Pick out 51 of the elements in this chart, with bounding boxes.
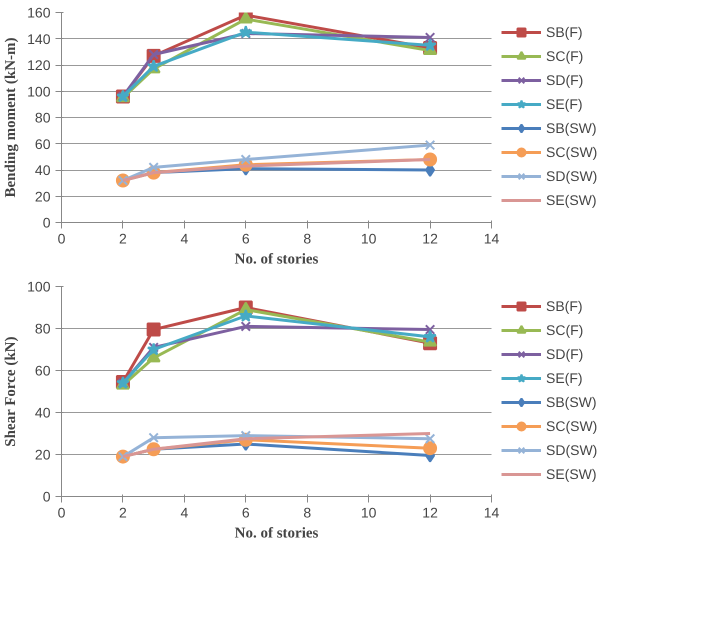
legend-label: SB(F) <box>546 298 584 314</box>
y-tick-label: 140 <box>27 30 51 47</box>
x-tick-label: 6 <box>242 504 250 520</box>
legend-label: SC(SW) <box>546 144 598 160</box>
legend-label: SD(F) <box>546 346 584 362</box>
legend-label: SE(F) <box>546 96 584 112</box>
legend-label: SC(F) <box>546 322 584 338</box>
x-tick-label: 14 <box>484 230 500 246</box>
legend-label: SC(F) <box>546 48 584 64</box>
x-tick-label: 12 <box>422 230 438 246</box>
legend-label: SE(SW) <box>546 466 598 482</box>
x-tick-label: 2 <box>119 230 128 246</box>
y-tick-label: 100 <box>27 278 51 294</box>
legend-label: SD(SW) <box>546 442 598 458</box>
y-tick-label: 160 <box>27 4 51 20</box>
x-tick-label: 8 <box>303 504 312 520</box>
x-tick-label: 12 <box>422 504 438 520</box>
x-axis-title: No. of stories <box>234 252 319 268</box>
legend-label: SB(SW) <box>546 394 598 410</box>
y-tick-label: 100 <box>27 83 51 100</box>
y-tick-label: 0 <box>42 488 51 504</box>
legend-label: SE(SW) <box>546 192 598 208</box>
legend-label: SD(SW) <box>546 168 598 184</box>
legend-label: SB(F) <box>546 24 584 40</box>
x-axis-title: No. of stories <box>234 526 319 542</box>
y-axis-title: Bending moment (kN-m) <box>3 37 20 198</box>
x-tick-label: 10 <box>360 504 377 520</box>
x-tick-label: 10 <box>360 230 377 246</box>
y-tick-label: 80 <box>34 320 51 336</box>
legend-label: SB(SW) <box>546 120 598 136</box>
legend-label: SE(F) <box>546 370 584 386</box>
y-tick-label: 20 <box>34 188 51 204</box>
y-tick-label: 20 <box>34 446 51 462</box>
x-tick-label: 2 <box>119 504 128 520</box>
x-tick-label: 0 <box>58 230 66 246</box>
x-tick-label: 8 <box>303 230 312 246</box>
y-tick-label: 40 <box>34 404 51 420</box>
y-tick-label: 80 <box>34 110 51 126</box>
y-tick-label: 40 <box>34 162 51 178</box>
x-tick-label: 14 <box>484 504 500 520</box>
x-tick-label: 4 <box>180 504 188 520</box>
y-tick-label: 60 <box>34 362 51 378</box>
y-tick-label: 0 <box>42 214 51 230</box>
x-tick-label: 0 <box>58 504 66 520</box>
y-axis-title: Shear Force (kN) <box>3 336 20 447</box>
y-tick-label: 60 <box>34 136 51 152</box>
x-tick-label: 6 <box>242 230 250 246</box>
x-tick-label: 4 <box>180 230 188 246</box>
legend-label: SC(SW) <box>546 418 598 434</box>
y-tick-label: 120 <box>27 57 51 73</box>
legend-label: SD(F) <box>546 72 584 88</box>
